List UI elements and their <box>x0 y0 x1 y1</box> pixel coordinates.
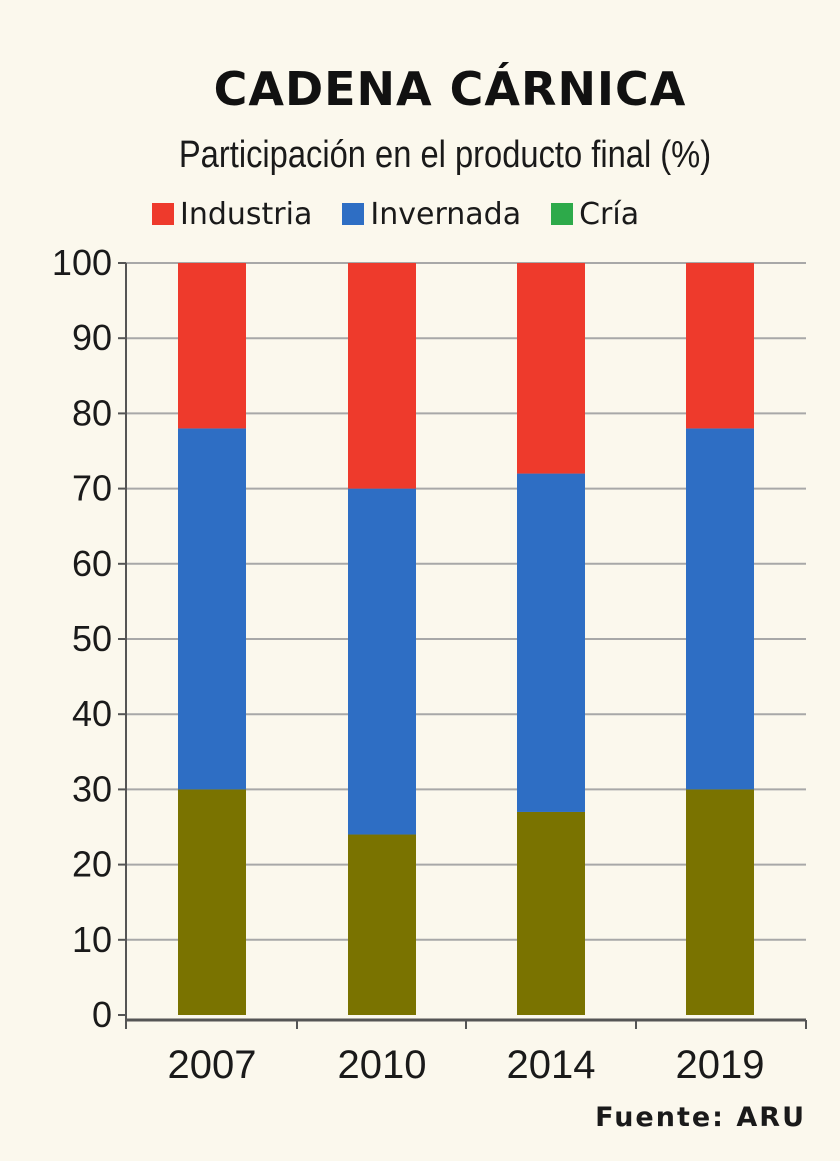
y-tick-label-0: 0 <box>92 994 112 1035</box>
bar-2014-industria <box>517 263 585 474</box>
chart-legend: Industria Invernada Cría <box>152 196 669 232</box>
legend-label-cria: Cría <box>579 196 640 232</box>
bar-2014-cria <box>517 811 585 1015</box>
legend-item-cria: Cría <box>551 197 639 232</box>
y-tick-label-30: 30 <box>72 768 112 809</box>
bar-2014-invernada <box>517 473 585 812</box>
bar-2010-invernada <box>348 488 416 835</box>
bar-2007-industria <box>178 263 246 429</box>
source-note: Fuente: ARU <box>595 1102 806 1133</box>
bar-2019-industria <box>686 263 754 429</box>
legend-item-invernada: Invernada <box>342 197 521 232</box>
chart-subtitle: Participación en el producto final (%) <box>178 134 712 176</box>
y-tick-label-80: 80 <box>72 392 112 433</box>
legend-swatch-industria <box>152 203 174 225</box>
y-tick-label-50: 50 <box>72 618 112 659</box>
x-tick-label-2007: 2007 <box>168 1043 257 1087</box>
y-tick-label-90: 90 <box>72 317 112 358</box>
x-tick-label-2014: 2014 <box>507 1043 596 1087</box>
legend-label-invernada: Invernada <box>370 196 522 232</box>
bar-2007-invernada <box>178 428 246 790</box>
x-tick-label-2010: 2010 <box>338 1043 427 1087</box>
bar-2010-cria <box>348 834 416 1015</box>
y-tick-label-100: 100 <box>52 242 112 283</box>
chart-title: CADENA CÁRNICA <box>213 62 687 116</box>
legend-swatch-cria <box>551 203 574 225</box>
bar-2007-cria <box>178 789 246 1015</box>
y-tick-label-60: 60 <box>72 543 112 584</box>
bar-2019-invernada <box>686 428 754 790</box>
x-tick-label-2019: 2019 <box>676 1043 765 1087</box>
legend-label-industria: Industria <box>180 196 313 232</box>
y-tick-label-40: 40 <box>72 693 112 734</box>
legend-swatch-invernada <box>342 203 365 225</box>
bar-2019-cria <box>686 789 754 1015</box>
bar-2010-industria <box>348 263 416 489</box>
y-tick-label-20: 20 <box>72 844 112 885</box>
y-tick-label-70: 70 <box>72 468 112 509</box>
legend-item-industria: Industria <box>152 197 312 232</box>
y-tick-label-10: 10 <box>72 919 112 960</box>
